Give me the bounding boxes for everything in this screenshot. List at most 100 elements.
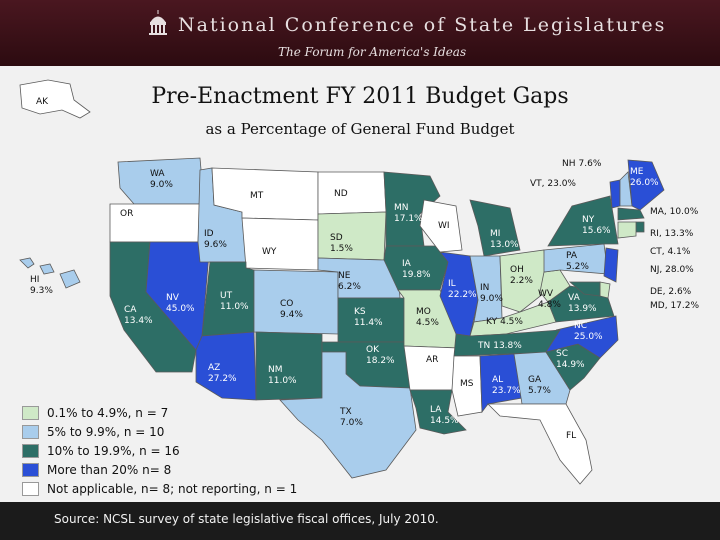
state-oh: [499, 249, 549, 313]
label-mi: MI 13.0%: [490, 229, 519, 250]
label-al: AL 23.7%: [492, 375, 521, 396]
label-hi: HI 9.3%: [30, 275, 53, 296]
state-ri: [635, 221, 645, 233]
state-co: [253, 269, 339, 335]
label-id: ID 9.6%: [204, 229, 227, 250]
state-de: [599, 281, 611, 299]
label-ri: RI, 13.3%: [650, 229, 694, 239]
state-nc: [545, 315, 619, 359]
label-nj: NJ, 28.0%: [650, 265, 694, 275]
label-tn: TN 13.8%: [477, 341, 522, 351]
state-ak: [19, 79, 91, 119]
label-ny: NY 15.6%: [582, 215, 611, 236]
state-nd: [317, 171, 387, 215]
legend-label: 5% to 9.9%, n = 10: [47, 424, 165, 439]
label-ne: NE 6.2%: [338, 271, 361, 292]
legend-item: Not applicable, n= 8; not reporting, n =…: [22, 479, 297, 498]
state-al: [479, 353, 523, 414]
state-nj: [603, 247, 619, 283]
label-ca: CA 13.4%: [124, 305, 153, 326]
state-ny: [547, 195, 619, 247]
label-nv: NV 45.0%: [166, 293, 195, 314]
state-ar: [403, 345, 459, 391]
legend-swatch: [22, 443, 39, 458]
state-wy: [241, 217, 319, 271]
label-sc: SC 14.9%: [556, 349, 585, 370]
state-mi: [469, 199, 521, 257]
label-mt: MT: [250, 191, 264, 201]
state-nm: [255, 331, 323, 401]
map-legend: 0.1% to 4.9%, n = 7 5% to 9.9%, n = 10 1…: [22, 403, 297, 498]
label-or: OR: [120, 209, 133, 219]
state-md: [568, 281, 601, 297]
label-ga: GA 5.7%: [528, 375, 551, 396]
label-nh: NH 7.6%: [562, 159, 602, 169]
legend-item: 5% to 9.9%, n = 10: [22, 422, 297, 441]
state-ms: [451, 355, 483, 417]
state-la: [409, 389, 467, 435]
label-ks: KS 11.4%: [354, 307, 383, 328]
label-fl: FL: [566, 431, 576, 441]
state-tx: [279, 351, 417, 479]
label-wi: WI: [438, 221, 450, 231]
label-vt: VT, 23.0%: [530, 179, 576, 189]
label-ma: MA, 10.0%: [650, 207, 699, 217]
label-wy: WY: [262, 247, 277, 257]
state-wi: [419, 199, 463, 253]
state-me: [627, 159, 665, 211]
label-pa: PA 5.2%: [566, 251, 589, 272]
state-pa: [543, 243, 609, 275]
legend-label: More than 20% n= 8: [47, 462, 172, 477]
label-mn: MN 17.1%: [394, 203, 423, 224]
legend-swatch: [22, 424, 39, 439]
label-ct: CT, 4.1%: [650, 247, 691, 257]
label-in: IN 9.0%: [480, 283, 503, 304]
legend-label: 0.1% to 4.9%, n = 7: [47, 405, 169, 420]
legend-item: 0.1% to 4.9%, n = 7: [22, 403, 297, 422]
label-la: LA 14.5%: [430, 405, 459, 426]
state-mn: [383, 171, 441, 247]
legend-swatch: [22, 405, 39, 420]
state-hi: [19, 257, 81, 289]
label-oh: OH 2.2%: [510, 265, 533, 286]
label-nm: NM 11.0%: [268, 365, 297, 386]
legend-label: Not applicable, n= 8; not reporting, n =…: [47, 481, 298, 496]
label-ok: OK 18.2%: [366, 345, 395, 366]
state-fl: [487, 403, 593, 485]
label-md: MD, 17.2%: [650, 301, 699, 311]
state-ma: [617, 207, 645, 221]
label-tx: TX 7.0%: [339, 407, 363, 428]
label-ky: KY 4.5%: [486, 317, 523, 327]
map-subtitle: as a Percentage of General Fund Budget: [205, 120, 515, 138]
legend-item: More than 20% n= 8: [22, 460, 297, 479]
label-az: AZ 27.2%: [208, 363, 237, 384]
header-banner: National Conference of State Legislature…: [0, 0, 720, 66]
label-ia: IA 19.8%: [402, 259, 431, 280]
legend-label: 10% to 19.9%, n = 16: [47, 443, 180, 458]
state-ga: [513, 351, 571, 405]
label-sd: SD 1.5%: [330, 233, 353, 254]
state-vt: [609, 179, 621, 209]
label-de: DE, 2.6%: [650, 287, 692, 297]
label-mo: MO 4.5%: [416, 307, 439, 328]
label-ms: MS: [460, 379, 474, 389]
label-wa: WA 9.0%: [150, 169, 173, 190]
state-az: [195, 331, 257, 401]
label-nc: NC 25.0%: [574, 321, 603, 342]
organization-name: National Conference of State Legislature…: [178, 14, 667, 36]
state-ky: [469, 301, 557, 337]
organization-tagline: The Forum for America's Ideas: [278, 45, 467, 59]
state-ct: [617, 221, 637, 239]
legend-item: 10% to 19.9%, n = 16: [22, 441, 297, 460]
label-ut: UT 11.0%: [220, 291, 249, 312]
label-nd: ND: [334, 189, 348, 199]
label-il: IL 22.2%: [448, 279, 477, 300]
label-ar: AR: [426, 355, 438, 365]
capitol-dome-icon: [149, 10, 167, 35]
label-ak: AK: [36, 97, 49, 107]
legend-swatch: [22, 481, 39, 496]
label-me: ME 26.0%: [630, 167, 659, 188]
label-va: VA 13.9%: [568, 293, 597, 314]
source-bar: Source: NCSL survey of state legislative…: [0, 502, 720, 540]
